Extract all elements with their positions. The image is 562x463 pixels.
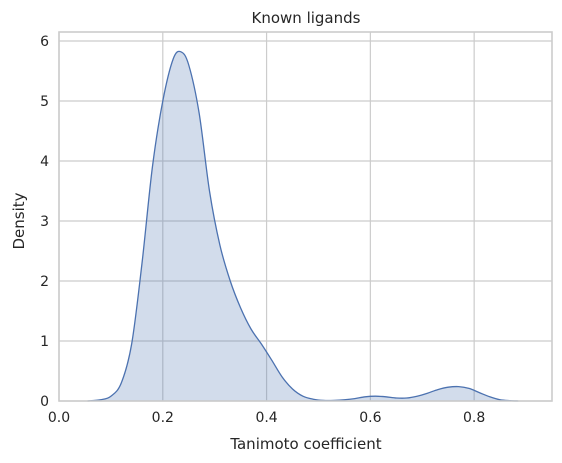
y-tick-label: 0 bbox=[40, 394, 49, 410]
x-tick-label: 0.8 bbox=[463, 410, 485, 426]
y-tick-label: 4 bbox=[40, 154, 49, 170]
x-tick-label: 0.2 bbox=[152, 410, 174, 426]
y-tick-label: 3 bbox=[40, 214, 49, 230]
y-tick-label: 5 bbox=[40, 94, 49, 110]
x-tick-labels: 0.0 0.2 0.4 0.6 0.8 bbox=[48, 410, 485, 426]
x-axis-label: Tanimoto coefficient bbox=[229, 435, 381, 453]
plot-frame bbox=[58, 31, 553, 402]
density-line bbox=[87, 50, 519, 402]
y-tick-label: 1 bbox=[40, 334, 49, 350]
y-tick-label: 6 bbox=[40, 34, 49, 50]
y-tick-labels: 0 1 2 3 4 5 6 bbox=[40, 34, 49, 410]
x-tick-label: 0.4 bbox=[255, 410, 277, 426]
y-tick-label: 2 bbox=[40, 274, 49, 290]
y-axis-label: Density bbox=[10, 192, 28, 249]
x-tick-label: 0.0 bbox=[48, 410, 70, 426]
x-tick-label: 0.6 bbox=[359, 410, 381, 426]
chart-title: Known ligands bbox=[252, 9, 361, 27]
density-area bbox=[87, 51, 519, 401]
